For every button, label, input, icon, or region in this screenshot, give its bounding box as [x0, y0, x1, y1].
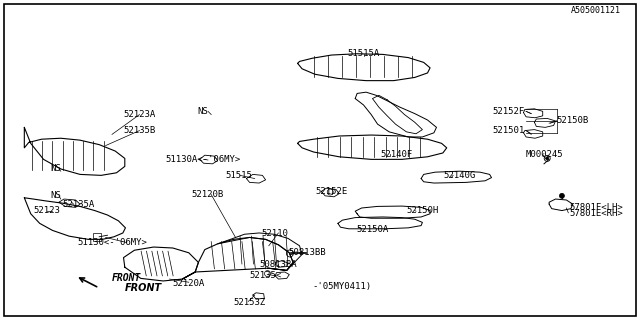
Text: 50813BB: 50813BB — [289, 248, 326, 257]
Text: 52123A: 52123A — [124, 110, 156, 119]
Bar — [93, 234, 101, 241]
Text: 52140F: 52140F — [381, 150, 413, 159]
Circle shape — [546, 157, 548, 160]
Text: 52152F: 52152F — [493, 107, 525, 116]
Text: FRONT: FRONT — [112, 273, 141, 284]
Text: M000245: M000245 — [525, 150, 563, 159]
Text: 52135A: 52135A — [63, 200, 95, 209]
Text: 52150B: 52150B — [557, 116, 589, 125]
Circle shape — [559, 193, 564, 198]
Text: NS: NS — [50, 164, 61, 173]
Text: 51515: 51515 — [225, 171, 252, 180]
Text: 52140G: 52140G — [444, 171, 476, 180]
Text: 51515A: 51515A — [348, 49, 380, 58]
Text: 57801F<LH>: 57801F<LH> — [570, 203, 623, 212]
Text: 52150A: 52150A — [356, 225, 388, 234]
Text: 51130<-'06MY>: 51130<-'06MY> — [77, 238, 147, 247]
Text: 52150H: 52150H — [406, 206, 438, 215]
Text: FRONT: FRONT — [125, 283, 162, 293]
Text: 57801E<RH>: 57801E<RH> — [570, 209, 623, 218]
Text: 52110: 52110 — [262, 229, 289, 238]
Text: 52135<: 52135< — [250, 271, 282, 280]
Text: 52120A: 52120A — [173, 279, 205, 288]
Text: A505001121: A505001121 — [571, 6, 621, 15]
Text: 52120B: 52120B — [192, 190, 224, 199]
Text: 52153Z: 52153Z — [234, 298, 266, 307]
Text: -'05MY0411): -'05MY0411) — [313, 282, 372, 291]
Text: 52135B: 52135B — [124, 126, 156, 135]
Text: NS: NS — [50, 191, 61, 200]
Text: 52152E: 52152E — [316, 187, 348, 196]
Text: 52123: 52123 — [33, 206, 60, 215]
Text: NS: NS — [197, 107, 208, 116]
Text: 521501: 521501 — [493, 126, 525, 135]
Text: 51130A<-'06MY>: 51130A<-'06MY> — [166, 155, 241, 164]
Text: 50813BA: 50813BA — [260, 260, 297, 269]
